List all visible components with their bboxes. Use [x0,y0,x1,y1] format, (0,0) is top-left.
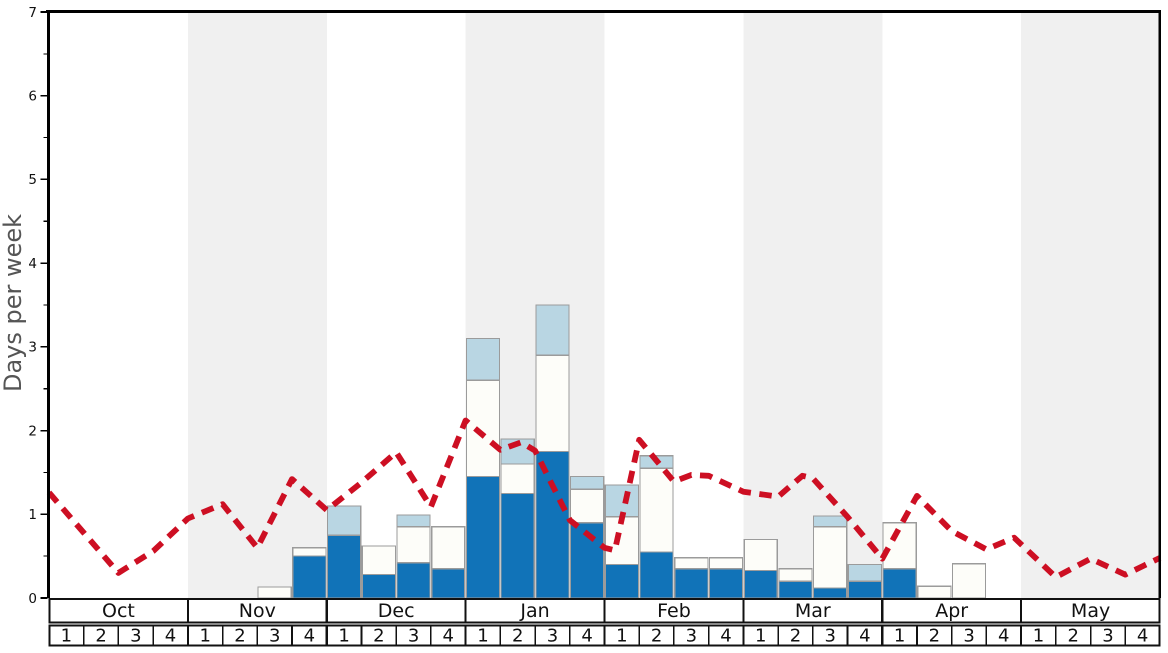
bar-segment-white-days [639,467,674,553]
week-number-label: 2 [95,626,106,647]
y-tick-label: 4 [28,256,37,272]
bar-segment-light-blue-days [500,438,535,465]
bar-segment-white-days [708,557,744,570]
bar-segment-light-blue-days [535,304,570,356]
week-number-label: 4 [443,626,454,647]
y-tick-label: 1 [28,507,37,523]
week-number-label: 4 [998,626,1009,647]
y-tick-label: 0 [28,591,37,607]
week-number-label: 3 [130,626,141,647]
week-number-label: 2 [512,626,523,647]
bar-segment-white-days [951,563,987,599]
bar-segment-dark-blue-days [847,580,883,599]
week-number-label: 1 [616,626,627,647]
bar-segment-dark-blue-days [465,476,501,599]
week-number-label: 1 [755,626,766,647]
month-label-feb: Feb [657,600,691,622]
bar-segment-dark-blue-days [813,587,848,599]
bar-segment-white-days [813,526,848,589]
week-number-label: 1 [1033,626,1044,647]
week-number-label: 1 [477,626,488,647]
week-number-label: 4 [581,626,592,647]
bar-segment-white-days [917,585,952,599]
y-tick-label: 7 [28,5,37,21]
bar-segment-white-days [431,526,466,570]
y-axis-label: Days per week [0,214,27,392]
bar-segment-light-blue-days [569,476,605,490]
bar-segment-white-days [292,547,327,557]
week-number-label: 4 [304,626,315,647]
bar-segment-dark-blue-days [500,492,535,599]
week-number-label: 3 [547,626,558,647]
y-tick-label: 3 [28,340,37,356]
bar-segment-dark-blue-days [639,551,674,599]
week-number-label: 2 [651,626,662,647]
bar-segment-white-days [604,516,640,566]
bar-segment-dark-blue-days [604,563,640,599]
bar-segment-light-blue-days [396,514,431,528]
bar-segment-light-blue-days [326,505,362,536]
bar-segment-white-days [257,586,292,599]
bar-segment-dark-blue-days [882,568,917,599]
month-label-apr: Apr [935,600,968,622]
week-number-label: 4 [859,626,870,647]
bar-segment-white-days [569,488,605,524]
bar-segment-dark-blue-days [431,568,466,599]
week-number-label: 3 [408,626,419,647]
week-number-label: 2 [1067,626,1078,647]
bar-segment-white-days [361,545,396,576]
bar-segment-white-days [674,557,709,570]
y-tick-label: 5 [28,172,37,188]
week-number-label: 3 [269,626,280,647]
month-label-jan: Jan [519,600,549,622]
week-number-label: 3 [824,626,835,647]
bar-segment-white-days [743,538,778,571]
month-label-may: May [1071,600,1110,622]
bar-segment-dark-blue-days [361,573,396,599]
week-number-label: 3 [963,626,974,647]
bar-segment-dark-blue-days [743,569,778,599]
week-number-label: 2 [929,626,940,647]
week-number-label: 1 [61,626,72,647]
week-number-label: 4 [720,626,731,647]
bar-segment-dark-blue-days [674,568,709,599]
month-label-mar: Mar [795,600,831,622]
bar-segment-dark-blue-days [778,580,813,599]
week-number-label: 2 [790,626,801,647]
week-number-label: 1 [338,626,349,647]
bar-segment-dark-blue-days [396,562,431,599]
week-number-label: 4 [1137,626,1148,647]
month-label-dec: Dec [378,600,415,622]
week-number-label: 3 [1102,626,1113,647]
bar-segment-light-blue-days [847,563,883,582]
bar-segment-white-days [500,463,535,494]
bar-segment-dark-blue-days [326,534,362,599]
bar-segment-white-days [882,522,917,570]
y-tick-label: 6 [28,89,37,105]
month-shade-band-nov [187,13,327,598]
week-number-label: 4 [165,626,176,647]
month-shade-band-mar [743,13,883,598]
bar-segment-dark-blue-days [535,450,570,599]
bar-segment-white-days [778,568,813,582]
month-shade-band-may [1021,13,1160,598]
bar-segment-dark-blue-days [708,568,744,599]
month-label-oct: Oct [102,600,135,622]
week-number-label: 2 [234,626,245,647]
bar-segment-white-days [465,379,501,478]
bar-segment-white-days [396,526,431,564]
week-number-label: 2 [373,626,384,647]
week-number-label: 3 [686,626,697,647]
bar-segment-white-days [535,354,570,453]
bar-segment-dark-blue-days [292,555,327,599]
month-label-nov: Nov [239,600,276,622]
y-tick-label: 2 [28,423,37,439]
bar-segment-light-blue-days [813,515,848,528]
bar-segment-light-blue-days [465,337,501,381]
week-number-label: 1 [200,626,211,647]
week-number-label: 1 [894,626,905,647]
